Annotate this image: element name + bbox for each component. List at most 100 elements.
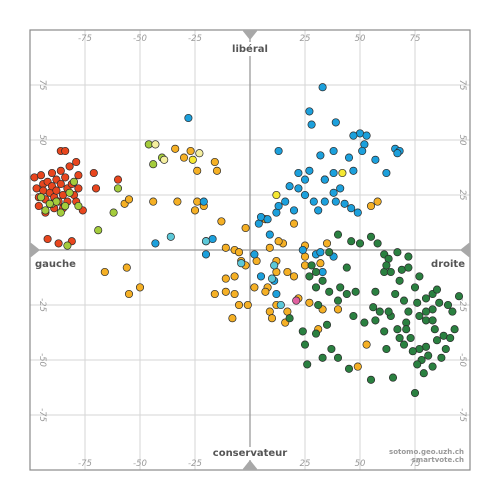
data-point-red [36, 171, 46, 180]
data-point-orange [333, 305, 343, 314]
data-point-blue [274, 201, 283, 211]
data-point-red [43, 234, 52, 244]
data-point-lightgreen [36, 193, 46, 202]
data-point-darkgreen [432, 285, 442, 294]
data-point-darkgreen [371, 287, 380, 296]
data-point-darkgreen [421, 307, 431, 316]
data-point-paleyellow [195, 149, 204, 158]
axis-label-right: droite [431, 259, 465, 270]
data-point-orange [362, 340, 371, 349]
data-point-orange [217, 217, 226, 226]
data-point-orange [193, 166, 202, 175]
data-point-orange [353, 362, 362, 371]
data-point-red [52, 186, 61, 195]
data-point-orange [212, 166, 222, 175]
data-point-lightgreen [41, 206, 50, 215]
data-point-teal [237, 259, 246, 268]
data-point-yellow [338, 168, 347, 178]
data-point-blue [349, 131, 358, 140]
data-point-red [74, 171, 83, 180]
axis-label-top: libéral [232, 43, 268, 55]
data-point-blue [329, 188, 338, 197]
data-point-lightgreen [94, 226, 103, 235]
data-point-blue [305, 166, 314, 175]
data-point-teal [201, 237, 211, 246]
y-tick-label-right: -50 [457, 353, 467, 367]
data-point-blue [199, 197, 208, 206]
x-tick-label-bottom: 25 [300, 459, 311, 469]
data-point-darkgreen [311, 267, 321, 277]
y-tick-label-right: 50 [457, 135, 467, 146]
data-point-darkgreen [325, 248, 334, 257]
data-point-orange [171, 144, 180, 153]
data-point-darkgreen [399, 296, 409, 305]
data-point-darkgreen [448, 307, 457, 316]
data-point-darkgreen [307, 261, 316, 270]
data-point-darkgreen [393, 325, 402, 334]
x-tick-label-bottom: 75 [410, 459, 421, 469]
data-point-blue [318, 83, 327, 92]
data-point-orange [179, 153, 189, 162]
data-point-blue [274, 146, 283, 156]
data-point-darkgreen [399, 340, 409, 349]
data-point-blue [250, 250, 259, 259]
data-point-lightgreen [69, 177, 79, 186]
data-point-red [54, 239, 63, 248]
data-point-orange [190, 206, 200, 215]
data-point-darkgreen [446, 333, 455, 343]
y-tick-label-right: -75 [457, 408, 467, 422]
data-point-orange [283, 267, 292, 277]
data-point-red [47, 168, 57, 178]
data-point-blue [329, 146, 338, 156]
data-point-red [61, 146, 70, 156]
data-point-orange [366, 201, 376, 211]
data-point-darkgreen [454, 292, 464, 301]
credit-line-1: sotomo.geo.uzh.ch [389, 448, 464, 456]
data-point-lightgreen [45, 199, 54, 208]
x-tick-label-top: 25 [300, 34, 311, 44]
data-point-red [61, 173, 70, 182]
data-point-darkgreen [432, 336, 442, 345]
data-point-darkgreen [410, 283, 420, 292]
data-point-darkgreen [382, 261, 391, 270]
data-point-darkgreen [415, 272, 424, 281]
data-point-orange [274, 237, 283, 246]
data-point-blue [294, 184, 303, 193]
data-point-darkgreen [300, 340, 310, 349]
data-point-lightgreen [65, 188, 74, 197]
data-point-orange [122, 263, 131, 272]
data-point-lightgreen [56, 208, 65, 217]
data-point-darkgreen [366, 232, 376, 241]
data-point-blue [320, 197, 329, 206]
data-point-orange [230, 272, 239, 281]
data-point-darkgreen [384, 307, 393, 316]
data-point-darkgreen [333, 230, 343, 239]
data-point-blue [151, 239, 160, 248]
data-point-darkgreen [360, 318, 369, 327]
data-point-darkgreen [395, 333, 404, 343]
data-point-darkgreen [421, 294, 431, 303]
data-point-darkgreen [369, 303, 378, 312]
data-point-blue [201, 250, 211, 259]
data-point-orange [135, 283, 145, 292]
data-point-darkgreen [413, 298, 422, 307]
data-point-orange [234, 300, 244, 310]
data-point-blue [344, 153, 354, 162]
y-tick-label-left: -25 [37, 298, 47, 312]
data-point-darkgreen [450, 325, 459, 334]
axis-arrow-markers [30, 30, 470, 470]
data-point-lightgreen [74, 201, 83, 211]
data-point-darkgreen [413, 360, 422, 369]
data-point-red [89, 168, 98, 178]
data-point-darkgreen [406, 333, 415, 343]
data-point-darkgreen [311, 329, 321, 338]
data-point-blue [331, 197, 340, 206]
data-point-blue [331, 118, 340, 127]
y-tick-label-right: -25 [457, 298, 467, 312]
data-point-blue [349, 166, 358, 175]
data-point-darkgreen [375, 307, 384, 316]
data-point-darkgreen [402, 325, 411, 334]
data-point-orange [100, 267, 109, 277]
data-point-red [34, 201, 43, 211]
